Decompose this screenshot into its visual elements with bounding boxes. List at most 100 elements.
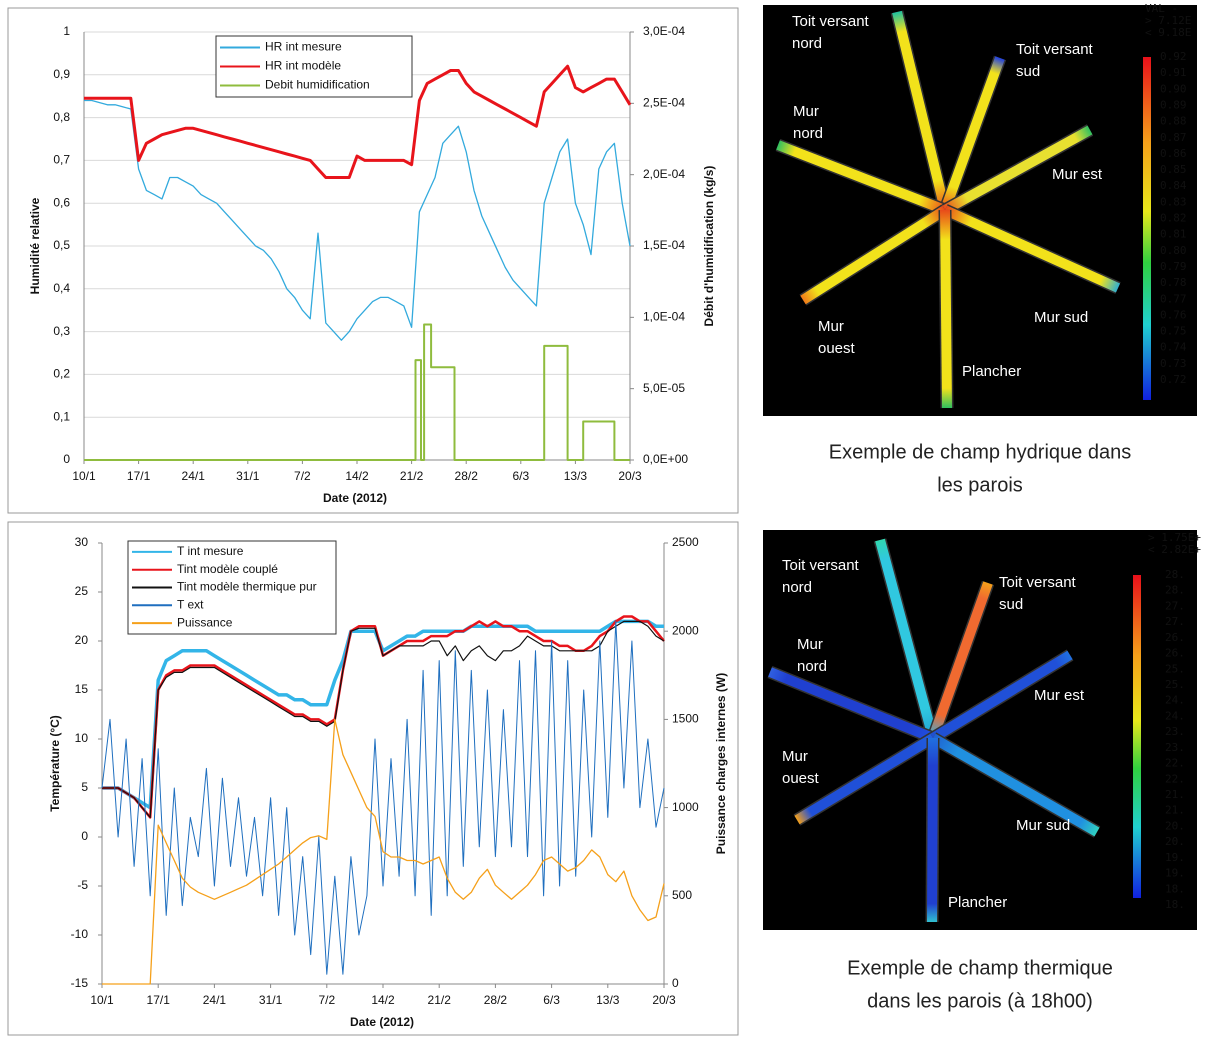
scale-label: 0.75 (1160, 325, 1187, 338)
x-tick-label: 31/1 (259, 993, 283, 1007)
x-tick-label: 6/3 (512, 469, 529, 483)
scale-label: 0.86 (1160, 147, 1187, 160)
scale-label: 24. (1165, 694, 1185, 707)
wall-label: Mur est (1034, 687, 1085, 704)
x-tick-label: 7/2 (294, 469, 311, 483)
x-tick-label: 28/2 (455, 469, 479, 483)
x-tick-label: 7/2 (318, 993, 335, 1007)
y-tick-label: 30 (75, 535, 89, 549)
x-tick-label: 24/1 (203, 993, 227, 1007)
x-tick-label: 24/1 (182, 469, 206, 483)
wall-label: Mur sud (1016, 817, 1070, 834)
y2-tick-label: 0 (672, 976, 679, 990)
y-tick-label: 0,8 (53, 110, 70, 124)
scale-label: 0.78 (1160, 276, 1187, 289)
wall-label: Toit versant (782, 557, 860, 574)
x-tick-label: 20/3 (618, 469, 642, 483)
y2-tick-label: 2000 (672, 623, 699, 637)
caption: Exemple de champ hydrique dans (829, 441, 1131, 463)
y2-tick-label: 5,0E-05 (643, 381, 685, 395)
caption: Exemple de champ thermique (847, 957, 1113, 979)
wall-arm (945, 210, 947, 408)
scale-label: 0.84 (1160, 179, 1187, 192)
scale-label: 25. (1165, 678, 1185, 691)
y-tick-label: 0 (81, 829, 88, 843)
y-tick-label: 1 (63, 24, 70, 38)
x-tick-label: 20/3 (652, 993, 676, 1007)
scale-label: 18. (1165, 882, 1185, 895)
y-tick-label: 0,6 (53, 195, 70, 209)
y-tick-label: 0,2 (53, 367, 70, 381)
scale-label: 0.83 (1160, 195, 1187, 208)
wall-label: ouest (818, 340, 856, 357)
x-tick-label: 21/2 (400, 469, 424, 483)
y2-tick-label: 1,0E-04 (643, 310, 685, 324)
x-tick-label: 14/2 (371, 993, 395, 1007)
scale-label: 23. (1165, 741, 1185, 754)
scale-label: 0.85 (1160, 163, 1187, 176)
wall-label: Mur est (1052, 166, 1103, 183)
scale-label: 0.80 (1160, 244, 1187, 257)
x-tick-label: 14/2 (345, 469, 369, 483)
wall-label: Mur sud (1034, 309, 1088, 326)
legend-label: Tint modèle couplé (177, 562, 278, 576)
y-tick-label: 20 (75, 633, 89, 647)
y2-tick-label: 2,5E-04 (643, 96, 685, 110)
y2-axis-title: Puissance charges internes (W) (714, 673, 728, 854)
wall-label: nord (793, 125, 823, 142)
scale-label: 25. (1165, 662, 1185, 675)
scale-label: 20. (1165, 835, 1185, 848)
y2-tick-label: 1500 (672, 712, 699, 726)
scale-label: 0.82 (1160, 212, 1187, 225)
scale-label: 28. (1165, 584, 1185, 597)
scale-label: 0.79 (1160, 260, 1187, 273)
scale-label: 0.91 (1160, 66, 1187, 79)
wall-label: Mur (782, 748, 808, 765)
y-tick-label: -10 (71, 927, 89, 941)
wall-label: nord (782, 579, 812, 596)
x-tick-label: 21/2 (428, 993, 452, 1007)
wall-label: Plancher (948, 894, 1007, 911)
y-tick-label: 15 (75, 682, 89, 696)
y2-tick-label: 1000 (672, 800, 699, 814)
wall-label: Mur (793, 103, 819, 120)
x-tick-label: 13/3 (596, 993, 620, 1007)
scale-label: 19. (1165, 851, 1185, 864)
scale-label: 27. (1165, 615, 1185, 628)
y-tick-label: 0,9 (53, 67, 70, 81)
scale-label: 24. (1165, 709, 1185, 722)
x-tick-label: 10/1 (90, 993, 114, 1007)
y-tick-label: 0,5 (53, 238, 70, 252)
x-axis-title: Date (2012) (323, 491, 387, 505)
legend-label: HR int modèle (265, 59, 341, 73)
scale-label: 26. (1165, 647, 1185, 660)
legend-label: Debit humidification (265, 78, 370, 92)
x-tick-label: 6/3 (543, 993, 560, 1007)
scale-label: 0.89 (1160, 98, 1187, 111)
y-tick-label: 0,3 (53, 324, 70, 338)
y2-tick-label: 2500 (672, 535, 699, 549)
x-axis-title: Date (2012) (350, 1015, 414, 1029)
wall-label: nord (797, 658, 827, 675)
scale-label: 0.73 (1160, 357, 1187, 370)
y-tick-label: 0,1 (53, 409, 70, 423)
legend-label: HR int mesure (265, 40, 342, 54)
x-tick-label: 28/2 (484, 993, 508, 1007)
caption: dans les parois (à 18h00) (867, 990, 1093, 1012)
y-tick-label: 0 (63, 452, 70, 466)
wall-arm (932, 738, 933, 922)
color-scale-bar (1133, 575, 1141, 898)
scale-header: < 2.82E+ (1148, 543, 1201, 556)
scale-label: 0.92 (1160, 50, 1187, 63)
legend-label: T int mesure (177, 544, 244, 558)
legend-label: Tint modèle thermique pur (177, 580, 317, 594)
legend-label: T ext (177, 597, 204, 611)
scale-label: 0.81 (1160, 228, 1187, 241)
y2-tick-label: 500 (672, 888, 692, 902)
x-tick-label: 31/1 (236, 469, 260, 483)
y-tick-label: 10 (75, 731, 89, 745)
scale-label: 0.72 (1160, 373, 1187, 386)
scale-label: 27. (1165, 599, 1185, 612)
y2-tick-label: 1,5E-04 (643, 238, 685, 252)
page: {"chart_data": [ {"type": "line", "xlabe… (0, 0, 1207, 1039)
